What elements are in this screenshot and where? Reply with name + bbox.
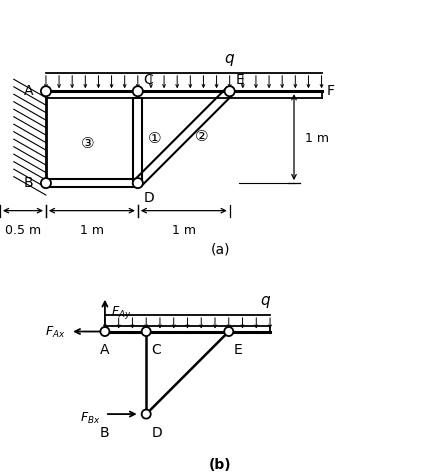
Circle shape — [41, 87, 51, 97]
Circle shape — [133, 87, 143, 97]
Circle shape — [224, 327, 233, 337]
Text: 1 m: 1 m — [80, 223, 104, 236]
Circle shape — [142, 410, 151, 419]
Text: E: E — [235, 72, 244, 87]
Text: C: C — [151, 343, 161, 357]
Text: F: F — [327, 84, 335, 98]
Text: A: A — [100, 343, 110, 357]
Text: D: D — [152, 425, 163, 439]
Circle shape — [133, 178, 143, 189]
Text: (a): (a) — [211, 242, 230, 257]
Text: A: A — [23, 84, 33, 98]
Circle shape — [101, 327, 109, 337]
Text: B: B — [100, 425, 110, 439]
Circle shape — [142, 327, 151, 337]
Text: ①: ① — [148, 130, 161, 145]
Text: $q$: $q$ — [260, 294, 272, 309]
Text: E: E — [234, 343, 243, 357]
Text: 1 m: 1 m — [172, 223, 196, 236]
Text: 0.5 m: 0.5 m — [5, 223, 41, 236]
Circle shape — [41, 178, 51, 189]
Text: B: B — [23, 176, 33, 190]
Text: C: C — [143, 72, 153, 87]
Text: $F_{Bx}$: $F_{Bx}$ — [79, 410, 100, 425]
Text: $F_{Ax}$: $F_{Ax}$ — [45, 324, 65, 339]
Text: ③: ③ — [80, 136, 94, 151]
Text: $q$: $q$ — [224, 52, 235, 68]
Text: D: D — [143, 191, 154, 205]
Text: ②: ② — [195, 129, 209, 144]
Circle shape — [224, 87, 235, 97]
Text: 1 m: 1 m — [305, 131, 329, 144]
Text: (b): (b) — [209, 457, 232, 471]
Text: $F_{Ay}$: $F_{Ay}$ — [111, 303, 131, 320]
